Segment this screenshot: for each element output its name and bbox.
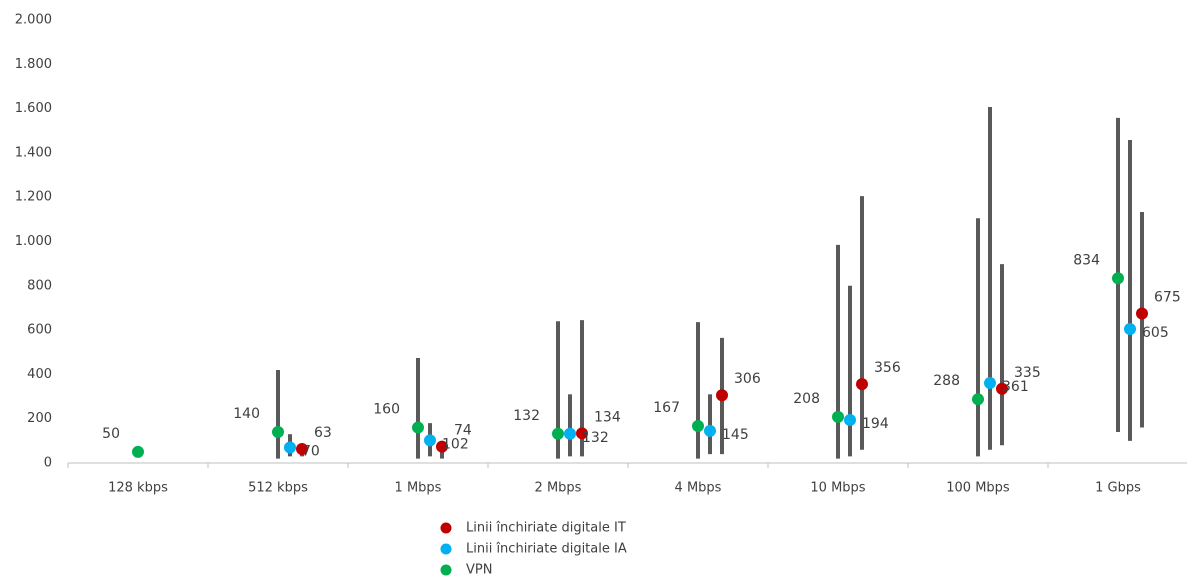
y-tick-label: 400 bbox=[27, 367, 52, 382]
dot bbox=[716, 389, 728, 402]
x-tick-label: 10 Mbps bbox=[810, 481, 865, 496]
data-label: 70 bbox=[302, 443, 320, 459]
legend-marker bbox=[440, 564, 452, 576]
data-label: 605 bbox=[1142, 325, 1169, 341]
y-tick-label: 200 bbox=[27, 411, 52, 426]
data-label: 208 bbox=[793, 391, 820, 407]
legend-marker bbox=[440, 543, 452, 555]
dot bbox=[424, 434, 436, 447]
y-tick-label: 1.600 bbox=[15, 101, 52, 116]
dot bbox=[564, 427, 576, 440]
dot bbox=[296, 443, 308, 456]
dot bbox=[832, 410, 844, 423]
legend-marker bbox=[440, 522, 452, 534]
data-label: 194 bbox=[862, 416, 889, 432]
data-label: 132 bbox=[513, 408, 540, 424]
dot bbox=[972, 393, 984, 406]
data-label: 356 bbox=[874, 360, 901, 376]
legend-label: Linii închiriate digitale IT bbox=[466, 521, 626, 536]
y-tick-label: 800 bbox=[27, 278, 52, 293]
dot bbox=[272, 425, 284, 438]
dot bbox=[132, 445, 144, 458]
data-label: 134 bbox=[594, 409, 621, 425]
dot bbox=[1124, 322, 1136, 335]
y-tick-label: 1.800 bbox=[15, 57, 52, 72]
data-label: 167 bbox=[653, 400, 680, 416]
x-tick-label: 100 Mbps bbox=[946, 481, 1010, 496]
x-tick-label: 1 Gbps bbox=[1095, 481, 1141, 496]
y-tick-label: 0 bbox=[44, 456, 52, 471]
dot bbox=[1136, 307, 1148, 320]
data-label: 63 bbox=[314, 425, 332, 441]
data-label: 288 bbox=[933, 373, 960, 389]
dot bbox=[996, 382, 1008, 395]
data-label: 675 bbox=[1154, 289, 1181, 305]
dot bbox=[692, 420, 704, 433]
data-label: 306 bbox=[734, 371, 761, 387]
legend-label: Linii închiriate digitale IA bbox=[466, 542, 627, 557]
dot bbox=[1112, 272, 1124, 285]
y-tick-label: 600 bbox=[27, 323, 52, 338]
y-tick-label: 2.000 bbox=[15, 13, 52, 28]
data-label: 50 bbox=[102, 426, 120, 442]
x-tick-label: 128 kbps bbox=[108, 481, 168, 496]
data-label: 74 bbox=[454, 423, 472, 439]
data-label: 361 bbox=[1002, 379, 1029, 395]
dot bbox=[436, 440, 448, 453]
x-tick-label: 4 Mbps bbox=[675, 481, 722, 496]
dot bbox=[984, 377, 996, 390]
y-tick-label: 1.200 bbox=[15, 190, 52, 205]
x-tick-label: 2 Mbps bbox=[535, 481, 582, 496]
data-label: 132 bbox=[582, 430, 609, 446]
y-tick-label: 1.000 bbox=[15, 234, 52, 249]
dot bbox=[552, 427, 564, 440]
dot bbox=[284, 441, 296, 454]
dot bbox=[576, 427, 588, 440]
dot bbox=[704, 424, 716, 437]
data-label: 335 bbox=[1014, 365, 1041, 381]
y-tick-label: 1.400 bbox=[15, 145, 52, 160]
data-label: 140 bbox=[233, 406, 260, 422]
data-label: 160 bbox=[373, 402, 400, 418]
dot bbox=[856, 378, 868, 391]
dot bbox=[412, 421, 424, 434]
legend-label: VPN bbox=[466, 563, 492, 578]
data-label: 834 bbox=[1073, 252, 1100, 268]
data-label: 145 bbox=[722, 427, 749, 443]
x-tick-label: 512 kbps bbox=[248, 481, 308, 496]
dot bbox=[844, 414, 856, 427]
data-label: 102 bbox=[442, 436, 469, 452]
x-tick-label: 1 Mbps bbox=[395, 481, 442, 496]
